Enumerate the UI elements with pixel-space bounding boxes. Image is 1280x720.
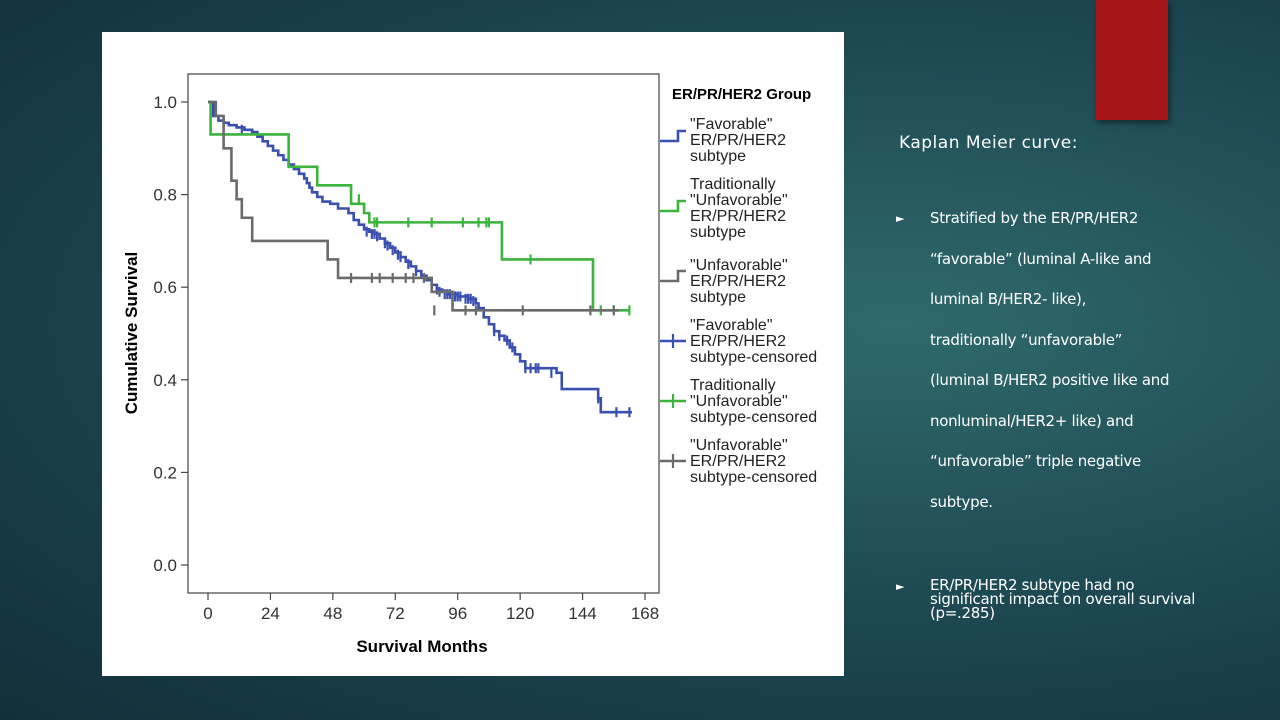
bullet-arrow-icon: ►: [896, 212, 905, 225]
y-tick-label: 1.0: [153, 93, 177, 112]
y-tick-label: 0.2: [153, 463, 177, 482]
legend-label-5: Traditionally "Unfavorable" subtype-censor…: [690, 377, 817, 426]
x-tick-label: 48: [323, 604, 342, 623]
legend-label-6: "Unfavorable" ER/PR/HER2 subtype-censored: [690, 437, 817, 486]
legend-swatch-2: [660, 199, 686, 213]
bullet-2-text: ER/PR/HER2 subtype had no significant im…: [930, 576, 1196, 622]
x-axis-label: Survival Months: [356, 637, 487, 656]
x-tick-label: 72: [386, 604, 405, 623]
accent-bar: [1096, 0, 1168, 120]
legend-swatch-3: [660, 269, 686, 283]
x-tick-label: 24: [261, 604, 280, 623]
legend-label-2: Traditionally "Unfavorable" ER/PR/HER2 subt…: [690, 176, 788, 241]
y-tick-label: 0.0: [153, 556, 177, 575]
legend-title: ER/PR/HER2 Group: [672, 86, 811, 103]
legend-swatch-1: [660, 129, 686, 143]
y-axis-label: Cumulative Survival: [122, 252, 141, 415]
y-tick-label: 0.6: [153, 278, 177, 297]
y-tick-label: 0.4: [153, 371, 177, 390]
y-tick-label: 0.8: [153, 186, 177, 205]
x-tick-label: 96: [448, 604, 467, 623]
x-tick-label: 120: [506, 604, 534, 623]
x-tick-label: 168: [631, 604, 659, 623]
legend: "Favorable" ER/PR/HER2 subtype Traditionall…: [660, 116, 817, 486]
km-series-line-3: [208, 100, 619, 312]
bullet-arrow-icon: ►: [896, 580, 905, 593]
slide-title: Kaplan Meier curve:: [899, 133, 1078, 153]
x-tick-label: 144: [568, 604, 596, 623]
legend-label-3: "Unfavorable" ER/PR/HER2 subtype: [690, 257, 788, 306]
x-tick-label: 0: [203, 604, 212, 623]
km-series-line-2: [208, 100, 630, 312]
km-series-line-1: [208, 100, 632, 414]
legend-label-4: "Favorable" ER/PR/HER2 subtype-censored: [690, 317, 817, 366]
plot-frame: [187, 73, 660, 594]
km-chart-svg: 0.0 0.2 0.4 0.6 0.8 1.0 0 24 48 72 96 120 144 168 Cum…: [122, 73, 817, 656]
plot-area: 0.0 0.2 0.4 0.6 0.8 1.0 0 24 48 72 96 120 144 168: [153, 73, 660, 623]
bullet-1-text: Stratified by the ER/PR/HER2 “favorable”…: [930, 209, 1170, 511]
legend-label-1: "Favorable" ER/PR/HER2 subtype: [690, 116, 786, 165]
km-chart: 0.0 0.2 0.4 0.6 0.8 1.0 0 24 48 72 96 120 144 168 Cum…: [102, 32, 844, 676]
